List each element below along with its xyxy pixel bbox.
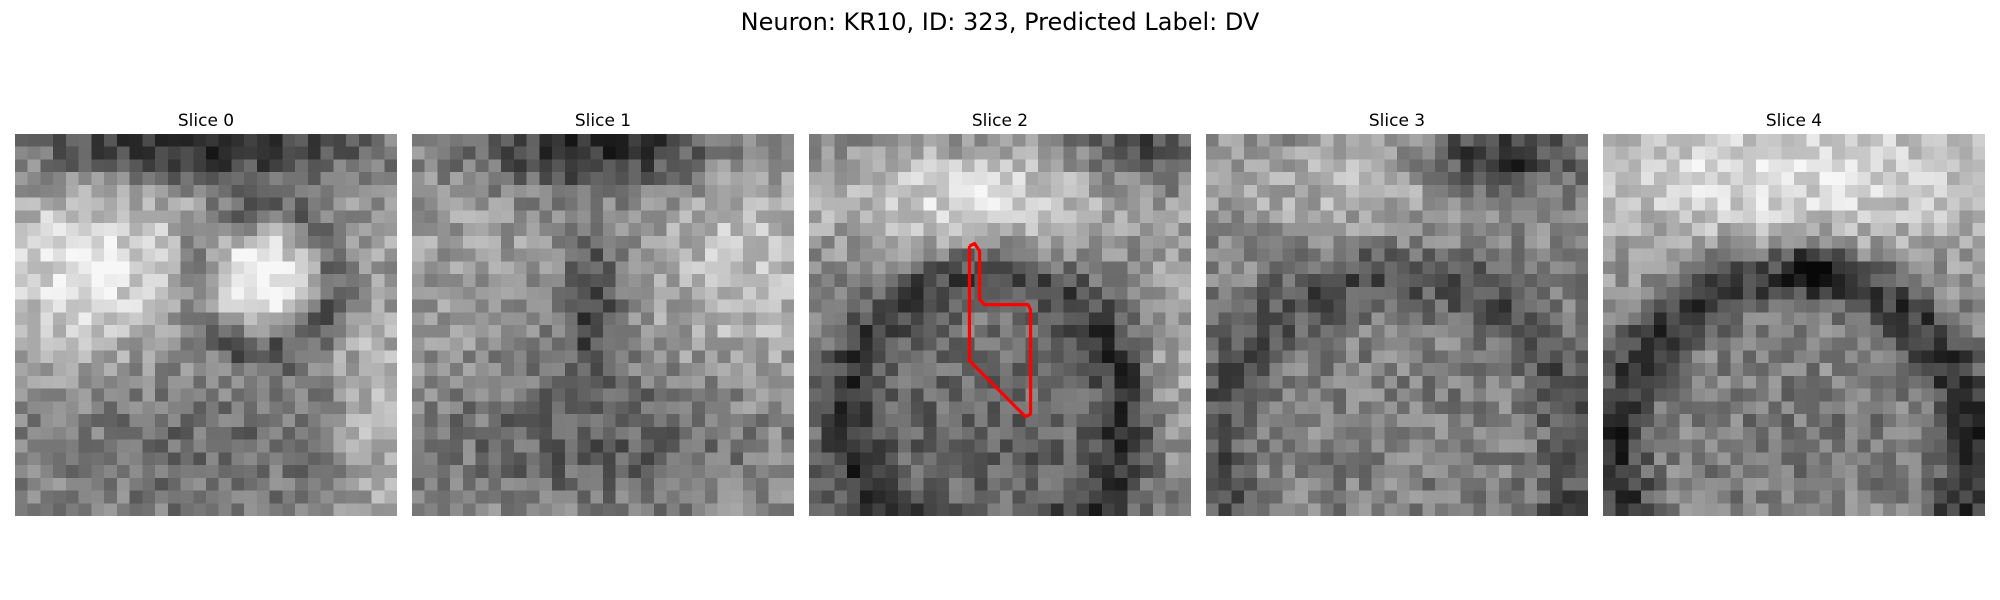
- slice-image-0: [15, 134, 397, 516]
- slice-title-3: Slice 3: [1368, 111, 1426, 131]
- slice-title-0: Slice 0: [177, 111, 235, 131]
- slice-image-2: [809, 134, 1191, 516]
- slice-title-4: Slice 4: [1765, 111, 1823, 131]
- figure-title: Neuron: KR10, ID: 323, Predicted Label: …: [740, 8, 1260, 36]
- slice-title-1: Slice 1: [574, 111, 632, 131]
- slice-title-2: Slice 2: [971, 111, 1029, 131]
- roi-contour: [967, 241, 1033, 419]
- slice-image-3: [1206, 134, 1588, 516]
- slice-image-1: [412, 134, 794, 516]
- slice-image-4: [1603, 134, 1985, 516]
